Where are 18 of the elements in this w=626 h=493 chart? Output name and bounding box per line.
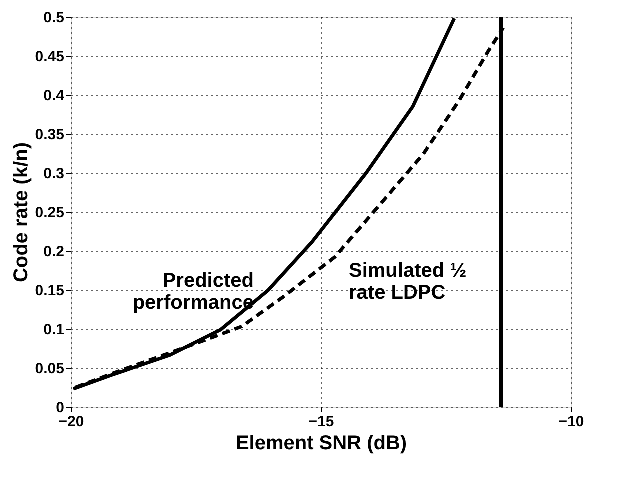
y-tick-label: 0.4 xyxy=(44,88,66,104)
y-tick-label: 0.05 xyxy=(35,360,64,378)
y-tick-label: 0.25 xyxy=(35,204,64,222)
y-tick-label: 0.2 xyxy=(44,244,64,260)
y-tick-label: 0.5 xyxy=(44,10,64,26)
y-tick-label: 0.1 xyxy=(44,322,64,338)
series-label: Simulated ½ rate LDPC xyxy=(349,260,467,304)
y-tick-label: 0.35 xyxy=(35,126,64,144)
x-tick-label: −10 xyxy=(558,414,584,430)
y-tick-label: 0.3 xyxy=(44,166,64,182)
y-tick-label: 0.15 xyxy=(35,282,64,300)
y-tick-label: 0 xyxy=(56,400,64,416)
x-tick-label: −20 xyxy=(58,414,84,430)
y-tick-label: 0.45 xyxy=(35,48,64,66)
y-axis-title: Code rate (k/n) xyxy=(10,142,32,283)
series-label: Predicted performance xyxy=(132,270,254,314)
x-tick-label: −15 xyxy=(308,414,334,430)
x-axis-title: Element SNR (dB) xyxy=(236,432,408,454)
